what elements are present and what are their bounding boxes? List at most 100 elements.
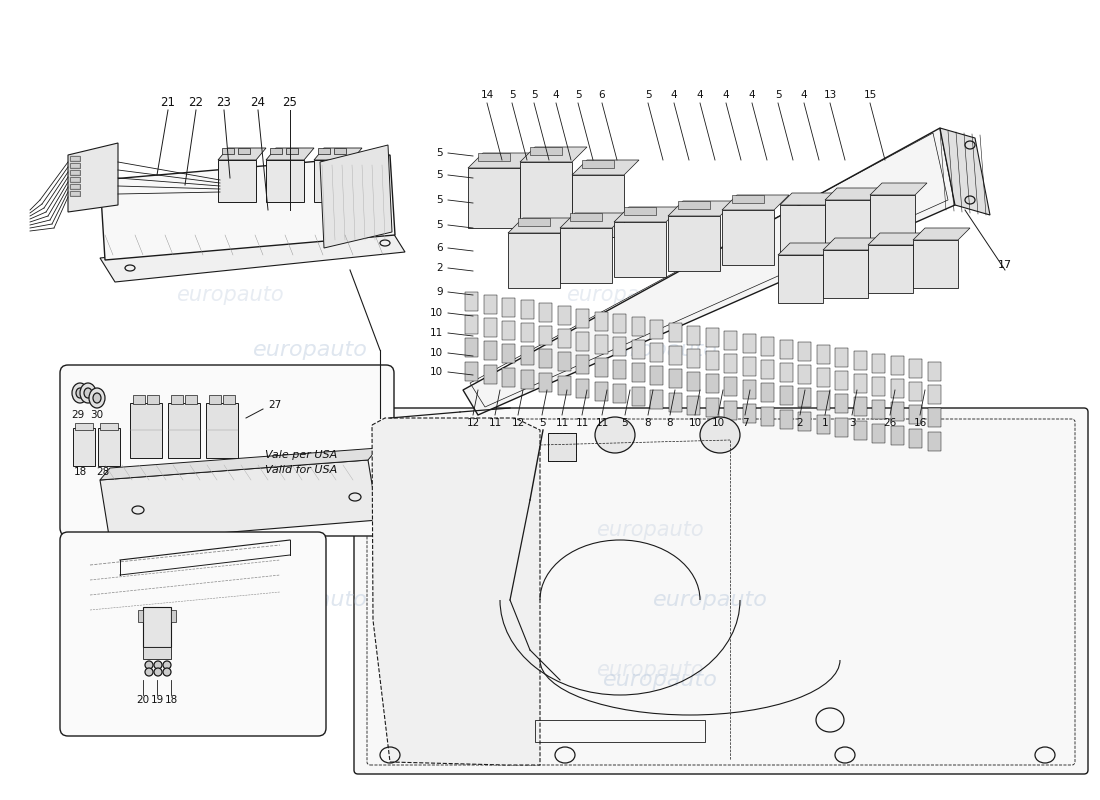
Bar [678, 201, 710, 209]
Text: 18: 18 [74, 467, 87, 477]
Text: 8: 8 [645, 418, 651, 428]
Polygon shape [372, 418, 540, 765]
Bar [70, 170, 80, 175]
Bar [576, 309, 588, 328]
Bar [576, 355, 588, 374]
Bar [688, 326, 700, 345]
Bar [705, 398, 718, 418]
Bar [613, 384, 626, 403]
Bar [780, 386, 792, 405]
Text: 23: 23 [217, 97, 231, 110]
Text: 5: 5 [621, 418, 628, 428]
Bar [465, 292, 478, 311]
Bar [742, 380, 756, 399]
Bar [478, 153, 510, 161]
Polygon shape [68, 143, 118, 212]
Bar [705, 374, 718, 394]
Bar [780, 362, 792, 382]
Bar [909, 429, 922, 448]
Bar [872, 424, 886, 442]
Ellipse shape [700, 417, 740, 453]
Ellipse shape [163, 661, 170, 669]
Text: 8: 8 [667, 418, 673, 428]
Bar [147, 395, 160, 404]
Text: 21: 21 [161, 97, 176, 110]
Polygon shape [560, 213, 627, 228]
Text: europauto: europauto [566, 285, 674, 305]
Text: 9: 9 [437, 287, 443, 297]
Text: 11: 11 [575, 418, 589, 428]
Bar [70, 191, 80, 196]
Text: Vale per USA: Vale per USA [265, 450, 338, 460]
Bar [927, 362, 940, 381]
Bar [206, 403, 238, 458]
Bar [70, 170, 80, 175]
Bar [650, 320, 663, 339]
Bar [535, 720, 705, 742]
Bar [484, 365, 496, 384]
Bar [100, 423, 118, 430]
Polygon shape [266, 148, 314, 160]
Bar [631, 387, 645, 406]
Bar [594, 312, 607, 330]
Bar [520, 300, 534, 319]
Bar [314, 160, 352, 202]
Bar [558, 329, 571, 348]
Text: 10: 10 [712, 418, 725, 428]
Text: 11: 11 [488, 418, 502, 428]
Bar [669, 393, 682, 412]
Bar [484, 318, 496, 337]
Bar [891, 379, 903, 398]
Bar [891, 357, 903, 375]
Bar [650, 343, 663, 362]
Text: 5: 5 [539, 418, 546, 428]
Text: 10: 10 [430, 308, 443, 318]
Bar [854, 350, 867, 370]
Text: 5: 5 [437, 195, 443, 205]
Polygon shape [100, 228, 405, 282]
Polygon shape [668, 201, 735, 216]
Text: 15: 15 [864, 90, 877, 100]
Bar [724, 402, 737, 420]
Bar [742, 334, 756, 353]
Polygon shape [913, 228, 970, 240]
Bar [761, 406, 774, 426]
Text: 6: 6 [437, 243, 443, 253]
Polygon shape [100, 155, 395, 260]
Polygon shape [825, 188, 882, 200]
Bar [613, 314, 626, 334]
Bar [927, 408, 940, 427]
Bar [613, 360, 626, 379]
Bar [70, 163, 80, 168]
Text: 29: 29 [72, 410, 85, 420]
Bar [560, 228, 612, 283]
Polygon shape [778, 243, 835, 255]
Bar [170, 395, 183, 404]
Bar [133, 395, 145, 404]
Bar [835, 371, 848, 390]
Bar [594, 382, 607, 401]
Bar [669, 346, 682, 365]
Text: 30: 30 [90, 410, 103, 420]
Text: 28: 28 [97, 467, 110, 477]
Bar [780, 410, 792, 429]
Text: europauto: europauto [596, 660, 704, 680]
Text: 26: 26 [883, 418, 896, 428]
Bar [705, 351, 718, 370]
Bar [724, 354, 737, 373]
Ellipse shape [163, 668, 170, 676]
Bar [722, 210, 774, 265]
Text: 17: 17 [998, 260, 1012, 270]
Bar [816, 391, 829, 410]
Text: 22: 22 [188, 97, 204, 110]
Bar [502, 344, 515, 362]
Ellipse shape [595, 417, 635, 453]
Text: 10: 10 [430, 348, 443, 358]
Polygon shape [572, 160, 639, 175]
Text: 4: 4 [552, 90, 559, 100]
Text: 10: 10 [689, 418, 702, 428]
Bar [724, 331, 737, 350]
Bar [631, 317, 645, 336]
Bar [761, 360, 774, 379]
Text: europauto: europauto [253, 340, 367, 360]
